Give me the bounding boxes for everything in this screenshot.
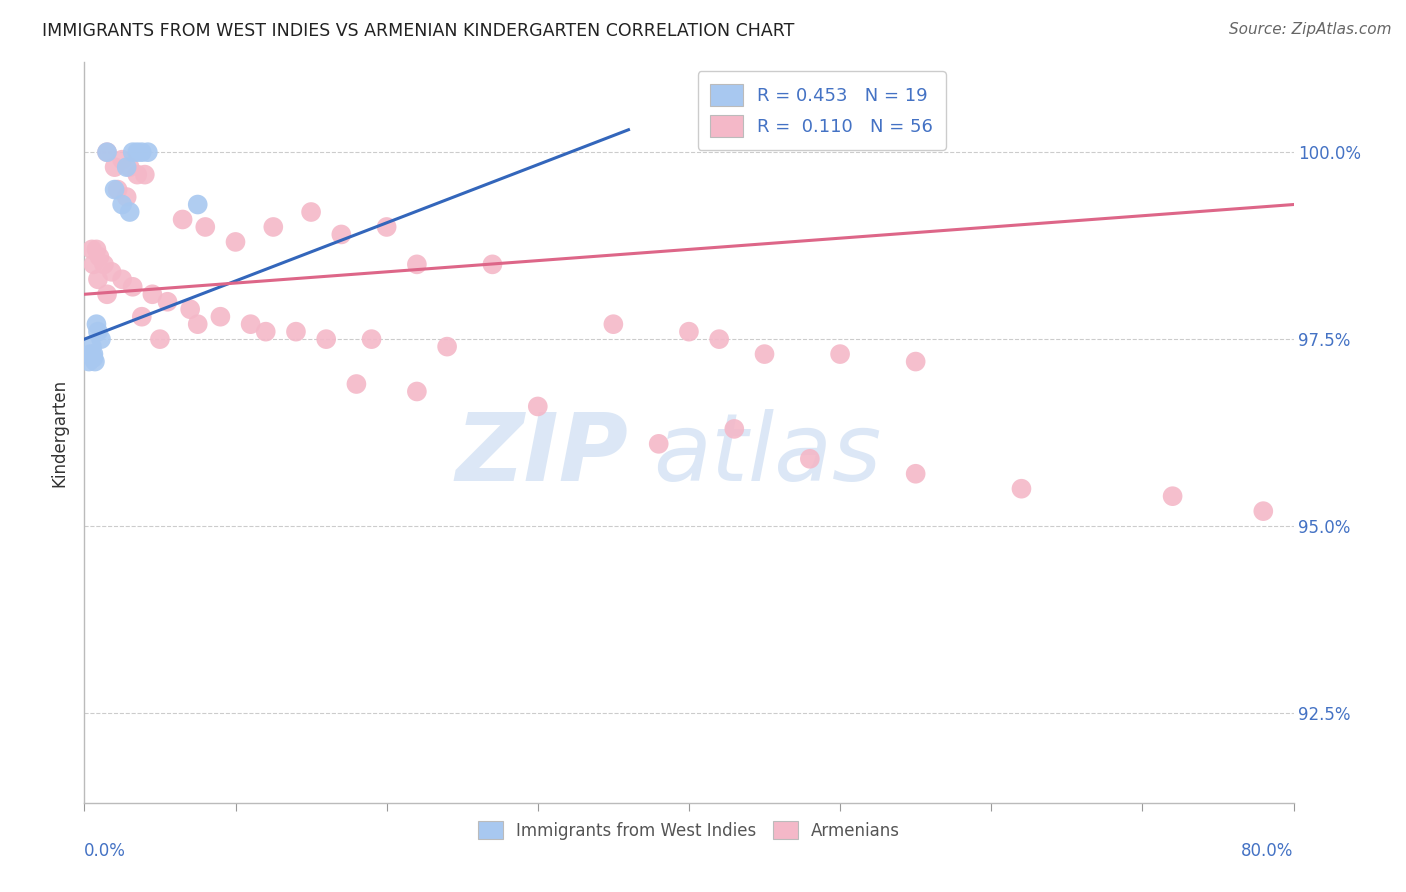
Point (678, 325, 700, 339)
Point (104, 160, 127, 174)
Point (1011, 482, 1033, 496)
Point (904, 467, 927, 481)
Point (134, 168, 156, 182)
Point (406, 384, 429, 399)
Point (602, 317, 624, 331)
Point (82, 347, 104, 361)
Point (830, 347, 852, 361)
Point (360, 332, 382, 346)
Point (80, 340, 103, 354)
Point (375, 219, 398, 234)
Point (131, 310, 153, 324)
Text: IMMIGRANTS FROM WEST INDIES VS ARMENIAN KINDERGARTEN CORRELATION CHART: IMMIGRANTS FROM WEST INDIES VS ARMENIAN … (42, 22, 794, 40)
Point (149, 332, 172, 346)
Point (187, 197, 209, 211)
Point (436, 340, 458, 354)
Point (82, 351, 104, 365)
Point (77, 354, 100, 368)
Point (111, 197, 134, 211)
Point (481, 257, 503, 271)
Point (115, 160, 138, 174)
Point (754, 347, 776, 361)
Point (104, 183, 127, 197)
Point (1161, 489, 1184, 503)
Text: atlas: atlas (652, 409, 882, 500)
Point (86, 317, 108, 331)
Point (406, 257, 429, 271)
Legend: Immigrants from West Indies, Armenians: Immigrants from West Indies, Armenians (471, 814, 907, 847)
Point (79, 347, 101, 361)
Point (330, 227, 353, 242)
Point (118, 205, 141, 219)
Point (111, 153, 134, 167)
Point (107, 183, 129, 197)
Point (239, 317, 262, 331)
Point (346, 377, 368, 392)
Point (254, 325, 277, 339)
Point (127, 168, 149, 182)
Point (90, 332, 112, 346)
Point (84, 354, 107, 368)
Point (648, 437, 671, 451)
Y-axis label: Kindergarten: Kindergarten (51, 378, 69, 487)
Point (86, 243, 108, 257)
Text: Source: ZipAtlas.com: Source: ZipAtlas.com (1229, 22, 1392, 37)
Point (1253, 504, 1275, 518)
Text: ZIP: ZIP (456, 409, 628, 500)
Point (96, 145, 118, 160)
Point (141, 287, 163, 301)
Point (136, 145, 159, 160)
Point (121, 280, 143, 294)
Point (904, 354, 927, 368)
Point (127, 145, 149, 160)
Point (121, 145, 143, 160)
Point (723, 422, 745, 436)
Point (96, 145, 118, 160)
Point (194, 219, 217, 234)
Point (156, 294, 179, 309)
Point (709, 332, 731, 346)
Text: 80.0%: 80.0% (1241, 842, 1294, 860)
Point (799, 451, 821, 466)
Point (115, 190, 138, 204)
Point (87, 272, 110, 286)
Point (89, 250, 111, 264)
Point (111, 272, 134, 286)
Point (118, 160, 141, 174)
Point (93, 257, 115, 271)
Point (225, 235, 247, 249)
Point (299, 205, 322, 219)
Point (315, 332, 337, 346)
Text: 0.0%: 0.0% (84, 842, 127, 860)
Point (285, 325, 308, 339)
Point (187, 317, 209, 331)
Point (87, 325, 110, 339)
Point (262, 219, 284, 234)
Point (80, 243, 103, 257)
Point (527, 400, 550, 414)
Point (209, 310, 232, 324)
Point (96, 287, 118, 301)
Point (131, 145, 153, 160)
Point (100, 265, 122, 279)
Point (82, 257, 104, 271)
Point (172, 212, 194, 227)
Point (179, 302, 201, 317)
